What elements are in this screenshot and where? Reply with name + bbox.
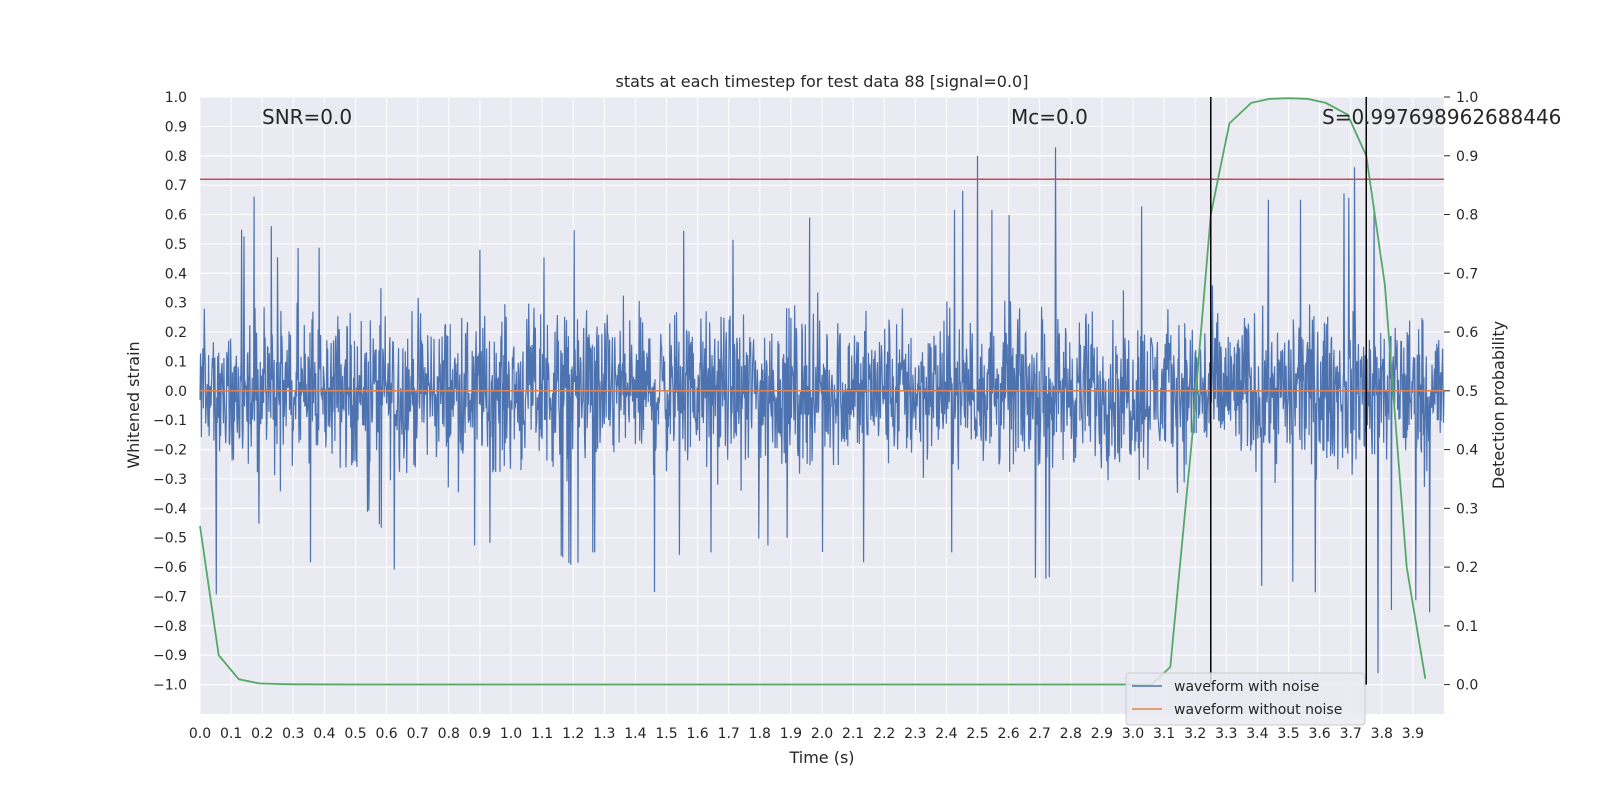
y2-tick-label: 0.7 — [1456, 266, 1478, 282]
y-tick-label: −0.3 — [153, 472, 187, 488]
y-tick-label: 0.5 — [165, 237, 187, 253]
legend-label-clean: waveform without noise — [1174, 702, 1342, 718]
x-tick-label: 3.2 — [1184, 726, 1206, 742]
y-tick-label: 0.8 — [165, 149, 187, 165]
y-tick-label: −1.0 — [153, 678, 187, 694]
x-tick-label: 0.5 — [344, 726, 366, 742]
x-tick-label: 1.2 — [562, 726, 584, 742]
x-tick-label: 3.7 — [1340, 726, 1362, 742]
y-tick-label: −0.1 — [153, 413, 187, 429]
y2-tick-label: 0.8 — [1456, 208, 1478, 224]
x-tick-label: 3.1 — [1153, 726, 1175, 742]
snr-annotation: SNR=0.0 — [262, 105, 352, 129]
legend: waveform with noise waveform without noi… — [1125, 672, 1366, 726]
x-tick-label: 0.2 — [251, 726, 273, 742]
x-tick-label: 2.0 — [811, 726, 833, 742]
y-tick-label: −0.9 — [153, 648, 187, 664]
s-annotation: S=0.997698962688446 — [1322, 105, 1561, 129]
series-waveform-with-noise — [199, 147, 1445, 674]
y2-tick-label: 0.9 — [1456, 149, 1478, 165]
y-tick-label: 0.3 — [165, 296, 187, 312]
y-tick-label: −0.2 — [153, 443, 187, 459]
x-tick-label: 3.5 — [1277, 726, 1299, 742]
y-tick-label: 0.6 — [165, 208, 187, 224]
x-tick-label: 3.9 — [1402, 726, 1424, 742]
x-tick-label: 3.4 — [1246, 726, 1268, 742]
x-tick-label: 1.9 — [780, 726, 802, 742]
y-tick-label: −0.7 — [153, 589, 187, 605]
y2-tick-label: 0.0 — [1456, 678, 1478, 694]
x-tick-label: 3.8 — [1371, 726, 1393, 742]
series-detection-probability — [199, 97, 1427, 686]
x-tick-label: 2.9 — [1091, 726, 1113, 742]
x-tick-label: 0.0 — [189, 726, 211, 742]
x-tick-label: 0.4 — [313, 726, 335, 742]
x-tick-label: 0.6 — [375, 726, 397, 742]
x-tick-label: 3.0 — [1122, 726, 1144, 742]
y2-tick-label: 1.0 — [1456, 90, 1478, 106]
x-tick-label: 2.4 — [935, 726, 957, 742]
x-tick-label: 2.7 — [1029, 726, 1051, 742]
x-tick-label: 1.6 — [686, 726, 708, 742]
y-tick-label: 0.7 — [165, 178, 187, 194]
y-tick-label: 0.2 — [165, 325, 187, 341]
x-tick-label: 0.3 — [282, 726, 304, 742]
x-axis-label: Time (s) — [788, 748, 854, 767]
x-tick-label: 0.8 — [438, 726, 460, 742]
y2-tick-label: 0.6 — [1456, 325, 1478, 341]
x-tick-label: 2.1 — [842, 726, 864, 742]
y-tick-label: 0.4 — [165, 266, 187, 282]
y-tick-label: −0.8 — [153, 619, 187, 635]
y-tick-label: −0.6 — [153, 560, 187, 576]
chart-title: stats at each timestep for test data 88 … — [616, 72, 1029, 91]
x-tick-label: 3.3 — [1215, 726, 1237, 742]
x-tick-label: 0.1 — [220, 726, 242, 742]
y-tick-label: −0.5 — [153, 531, 187, 547]
x-tick-label: 1.1 — [531, 726, 553, 742]
x-tick-label: 1.0 — [500, 726, 522, 742]
y-tick-label: 0.0 — [165, 384, 187, 400]
x-tick-label: 1.8 — [749, 726, 771, 742]
y2-tick-label: 0.4 — [1456, 443, 1478, 459]
y-tick-label: 0.9 — [165, 119, 187, 135]
x-tick-label: 1.7 — [718, 726, 740, 742]
y-tick-label: 1.0 — [165, 90, 187, 106]
series-layer — [199, 97, 1445, 686]
x-tick-label: 1.5 — [655, 726, 677, 742]
y2-tick-label: 0.1 — [1456, 619, 1478, 635]
y-axis-label: Whitened strain — [124, 341, 143, 468]
x-tick-label: 3.6 — [1308, 726, 1330, 742]
x-tick-label: 2.3 — [904, 726, 926, 742]
legend-label-noise: waveform with noise — [1174, 679, 1319, 695]
ticks: 0.0 0.1 0.2 0.3 0.4 0.5 0.6 0.7 0.8 0.9 1.0 1.1 1.2 1… — [153, 90, 1478, 742]
x-tick-label: 2.2 — [873, 726, 895, 742]
x-tick-label: 2.8 — [1060, 726, 1082, 742]
x-tick-label: 2.5 — [966, 726, 988, 742]
legend-box — [1125, 672, 1366, 726]
y2-axis-label: Detection probability — [1489, 321, 1508, 489]
x-tick-label: 2.6 — [997, 726, 1019, 742]
x-tick-label: 1.4 — [624, 726, 646, 742]
y-tick-label: −0.4 — [153, 501, 187, 517]
x-tick-label: 0.7 — [407, 726, 429, 742]
mc-annotation: Mc=0.0 — [1011, 105, 1088, 129]
y2-tick-label: 0.2 — [1456, 560, 1478, 576]
x-tick-label: 1.3 — [593, 726, 615, 742]
y-tick-label: 0.1 — [165, 354, 187, 370]
y2-tick-label: 0.5 — [1456, 384, 1478, 400]
x-tick-label: 0.9 — [469, 726, 491, 742]
y2-tick-label: 0.3 — [1456, 501, 1478, 517]
